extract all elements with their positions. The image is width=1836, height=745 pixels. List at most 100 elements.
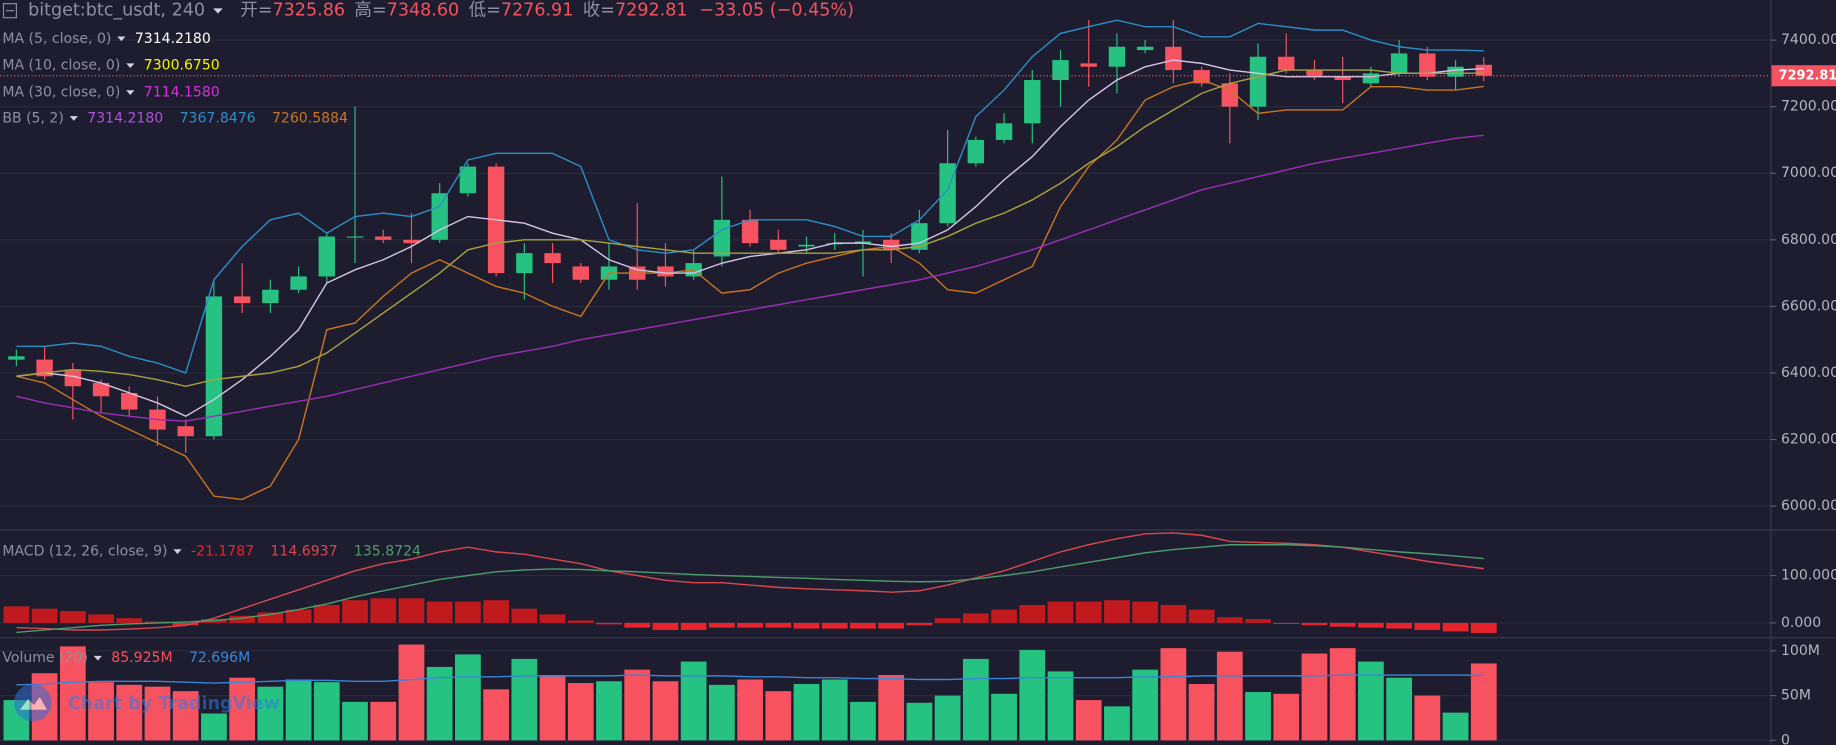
volume-bar <box>1273 693 1300 741</box>
volume-bar <box>878 675 905 741</box>
change: −33.05 (−0.45%) <box>699 1 854 21</box>
macd-histogram-bar <box>1160 604 1187 623</box>
ohlc-key: 开= <box>240 1 272 21</box>
macd-histogram-bar <box>257 612 284 623</box>
candle-body <box>1024 80 1041 124</box>
legend-name: MA (30, close, 0) <box>2 85 120 101</box>
volume-bar <box>1442 712 1469 741</box>
macd-histogram-bar <box>906 622 933 626</box>
macd-histogram-bar <box>31 608 58 623</box>
candle-body <box>1278 56 1295 71</box>
volume-bar <box>652 681 679 741</box>
y-tick-label: 6600.00 <box>1781 298 1836 314</box>
macd-histogram-bar <box>1442 622 1469 632</box>
legend-value: 7260.5884 <box>272 110 348 126</box>
volume-bar <box>821 679 848 741</box>
candle-body <box>290 276 307 290</box>
candle-body <box>1334 76 1351 81</box>
volume-bar <box>793 683 820 741</box>
volume-bar <box>1019 649 1046 741</box>
macd-histogram-bar <box>1273 622 1300 624</box>
candle-body <box>318 236 335 277</box>
watermark-text: Chart by TradingView <box>68 694 280 714</box>
candle-body <box>403 239 420 244</box>
macd-histogram-bar <box>426 601 453 623</box>
macd-histogram-bar <box>708 622 735 628</box>
macd-histogram-bar <box>991 609 1017 623</box>
macd-histogram-bar <box>850 622 876 629</box>
macd-histogram-bar <box>3 606 30 623</box>
volume-bar <box>1329 648 1356 741</box>
candle-body <box>544 253 561 264</box>
candle-body <box>1475 64 1492 76</box>
candle-body <box>798 244 815 247</box>
volume-bar <box>144 686 171 741</box>
volume-bar <box>1104 706 1130 741</box>
macd-histogram-bar <box>1019 604 1046 623</box>
candle-body <box>1249 56 1267 107</box>
candle-body <box>1390 53 1408 74</box>
dropdown-icon <box>213 8 223 14</box>
y-tick-label: 50M <box>1781 688 1811 704</box>
macd-histogram-bar <box>116 618 143 623</box>
volume-bar <box>285 679 312 741</box>
ohlc-value: 7325.86 <box>272 1 345 21</box>
candle-body <box>1165 46 1182 71</box>
volume-bar <box>1386 677 1413 741</box>
y-tick-label: 0.000 <box>1781 615 1821 631</box>
ma-line <box>16 69 1484 388</box>
volume-bar <box>88 682 114 741</box>
volume-bar <box>991 693 1017 741</box>
candle-body <box>1052 60 1069 81</box>
volume-bar <box>511 658 538 741</box>
macd-histogram-bar <box>144 621 171 623</box>
ohlc-value: 7348.60 <box>387 1 460 21</box>
volume-bar <box>455 654 481 741</box>
y-tick-label: 7400.00 <box>1781 32 1836 48</box>
macd-histogram-bar <box>342 600 368 623</box>
signal-line <box>16 544 1484 634</box>
volume-bar <box>1414 695 1441 741</box>
candle-body <box>375 236 392 240</box>
volume-ma-line <box>16 674 1484 686</box>
y-tick-label: 6800.00 <box>1781 232 1836 248</box>
macd-histogram-bar <box>934 618 961 623</box>
volume-bar <box>1216 651 1243 741</box>
y-tick-label: 6000.00 <box>1781 498 1836 514</box>
macd-histogram-bar <box>1245 619 1271 623</box>
macd-histogram-bar <box>962 613 989 623</box>
macd-histogram-bar <box>793 622 820 629</box>
header: bitget:btc_usdt, 240 开=7325.86 高=7348.60 低=… <box>28 1 854 21</box>
macd-histogram-bar <box>172 622 199 626</box>
volume-bar <box>1160 648 1187 741</box>
bb-upper-line <box>16 19 1484 374</box>
macd-histogram-bar <box>483 600 509 623</box>
macd-line <box>16 532 1484 631</box>
macd-histogram-bar <box>680 622 707 631</box>
candle-body <box>459 166 477 194</box>
candle-body <box>121 392 138 410</box>
volume-bar <box>850 701 876 741</box>
volume-bar <box>201 713 227 741</box>
candle-body <box>995 123 1013 140</box>
legend-value: 7300.6750 <box>144 58 220 74</box>
legend-name: MA (5, close, 0) <box>2 31 111 47</box>
macd-histogram-bar <box>765 622 792 628</box>
volume-bar <box>596 681 622 741</box>
volume-bar <box>1245 692 1271 741</box>
volume-bar <box>567 683 594 741</box>
macd-histogram-bar <box>567 620 594 623</box>
legend: MA (5, close, 0) 7314.2180 MA (10, close, … <box>2 1 854 667</box>
macd-histogram-bar <box>539 614 566 623</box>
volume-bar <box>1188 683 1215 741</box>
y-tick-label: 6400.00 <box>1781 365 1836 381</box>
last-price-tag <box>1771 65 1836 87</box>
macd-histogram-bar <box>737 622 763 628</box>
macd-histogram-bar <box>1301 622 1328 626</box>
dropdown-icon <box>117 36 126 42</box>
volume-bar <box>483 689 509 741</box>
ohlc-value: 7292.81 <box>615 1 688 21</box>
y-tick-label: 7200.00 <box>1781 99 1836 115</box>
y-tick-label: 100.000 <box>1781 568 1836 584</box>
